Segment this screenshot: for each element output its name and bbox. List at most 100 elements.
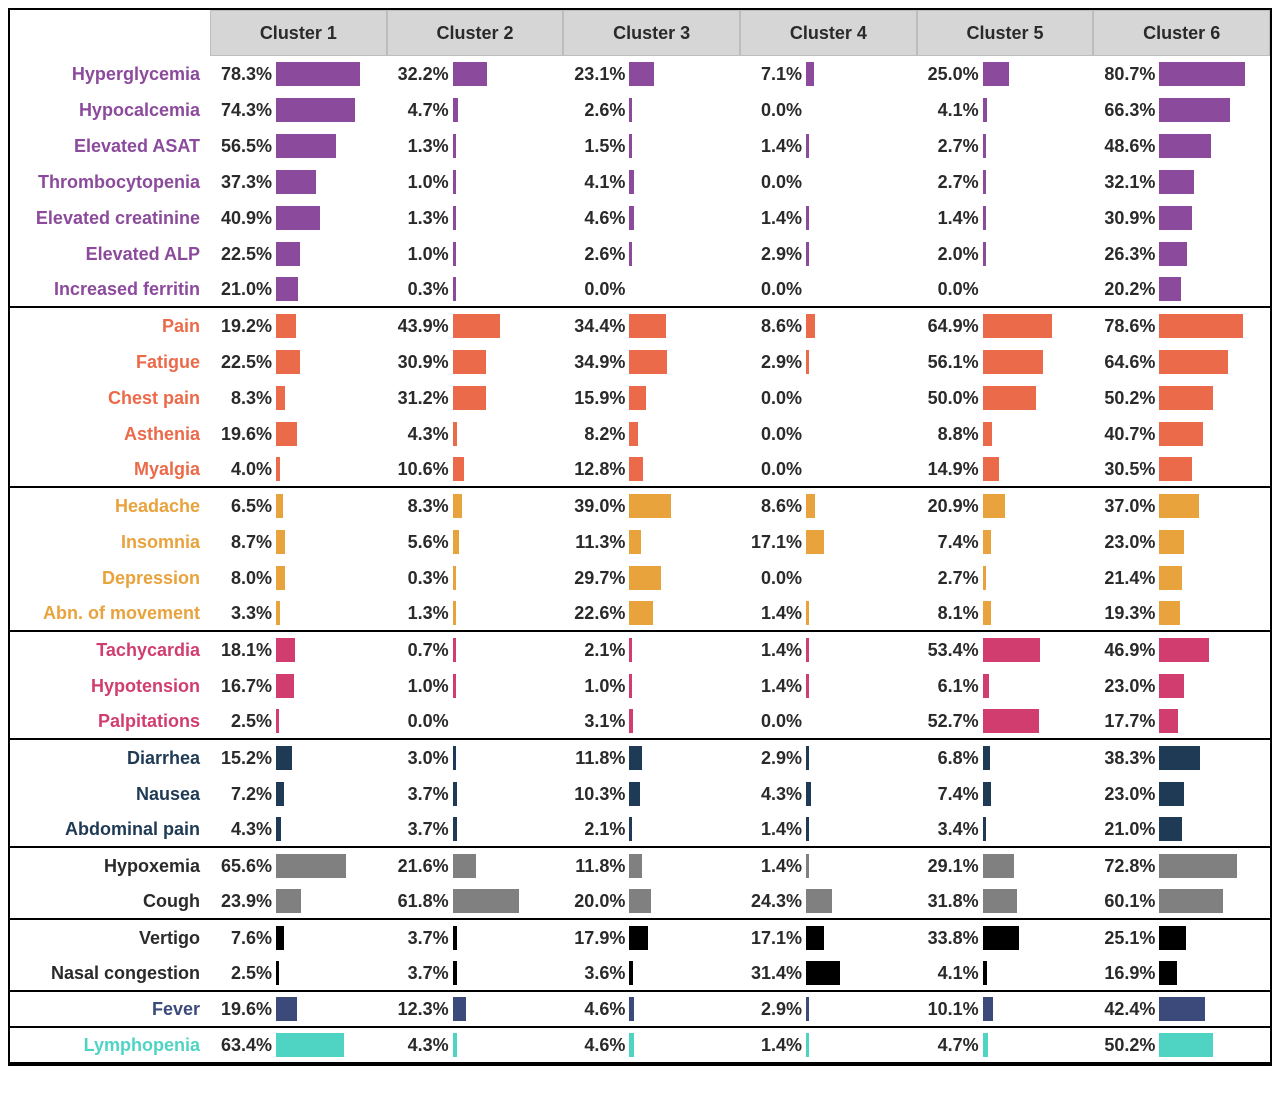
percent-value: 1.4% [744, 819, 806, 840]
bar-track [276, 242, 383, 266]
data-cell: 40.7% [1093, 416, 1270, 452]
percent-value: 18.1% [214, 640, 276, 661]
bar-fill [806, 314, 815, 338]
data-cell: 1.4% [740, 848, 917, 884]
bar-track [453, 314, 560, 338]
bar-track [806, 601, 913, 625]
data-cell: 10.3% [563, 776, 740, 812]
percent-value: 50.2% [1097, 1035, 1159, 1056]
data-cell: 15.9% [563, 380, 740, 416]
percent-value: 21.6% [391, 856, 453, 877]
percent-value: 3.1% [567, 711, 629, 732]
percent-value: 2.9% [744, 244, 806, 265]
bar-track [276, 62, 383, 86]
row-label: Insomnia [10, 532, 210, 553]
percent-value: 4.1% [921, 100, 983, 121]
data-cell: 8.6% [740, 308, 917, 344]
row-label: Abn. of movement [10, 603, 210, 624]
percent-value: 1.0% [567, 676, 629, 697]
data-cell: 1.4% [740, 128, 917, 164]
data-cell: 8.3% [210, 380, 387, 416]
bar-fill [983, 817, 987, 841]
data-cell: 4.1% [563, 164, 740, 200]
data-cell: 15.2% [210, 740, 387, 776]
bar-fill [983, 350, 1043, 374]
bar-track [453, 601, 560, 625]
data-cell: 7.2% [210, 776, 387, 812]
percent-value: 16.7% [214, 676, 276, 697]
bar-fill [1159, 817, 1181, 841]
bar-track [276, 746, 383, 770]
bar-track [806, 926, 913, 950]
bar-track [629, 62, 736, 86]
bar-fill [1159, 1033, 1213, 1057]
bar-fill [629, 638, 632, 662]
bar-fill [629, 854, 642, 878]
percent-value: 1.0% [391, 244, 453, 265]
table-row: Pain19.2%43.9%34.4%8.6%64.9%78.6% [10, 308, 1270, 344]
percent-value: 32.2% [391, 64, 453, 85]
percent-value: 56.1% [921, 352, 983, 373]
percent-value: 15.2% [214, 748, 276, 769]
bar-track [276, 674, 383, 698]
table-row: Cough23.9%61.8%20.0%24.3%31.8%60.1% [10, 884, 1270, 920]
data-cell: 6.8% [917, 740, 1094, 776]
table-row: Insomnia8.7%5.6%11.3%17.1%7.4%23.0% [10, 524, 1270, 560]
percent-value: 4.6% [567, 1035, 629, 1056]
bar-fill [453, 674, 456, 698]
data-cell: 4.0% [210, 452, 387, 486]
data-cell: 23.0% [1093, 776, 1270, 812]
row-label: Increased ferritin [10, 279, 210, 300]
data-cell: 43.9% [387, 308, 564, 344]
bar-fill [629, 350, 666, 374]
bar-track [983, 170, 1090, 194]
percent-value: 5.6% [391, 532, 453, 553]
bar-track [629, 817, 736, 841]
bar-track [1159, 206, 1266, 230]
bar-fill [453, 817, 457, 841]
data-cell: 2.9% [740, 740, 917, 776]
data-cell: 18.1% [210, 632, 387, 668]
data-cell: 2.6% [563, 236, 740, 272]
bar-track [453, 422, 560, 446]
table-row: Depression8.0%0.3%29.7%0.0%2.7%21.4% [10, 560, 1270, 596]
bar-fill [629, 997, 634, 1021]
data-cell: 1.3% [387, 596, 564, 630]
table-row: Abn. of movement3.3%1.3%22.6%1.4%8.1%19.… [10, 596, 1270, 632]
row-label: Elevated ASAT [10, 136, 210, 157]
percent-value: 21.0% [214, 279, 276, 300]
percent-value: 63.4% [214, 1035, 276, 1056]
bar-track [276, 350, 383, 374]
data-cell: 40.9% [210, 200, 387, 236]
bar-fill [453, 1033, 458, 1057]
bar-fill [629, 889, 650, 913]
table-row: Asthenia19.6%4.3%8.2%0.0%8.8%40.7% [10, 416, 1270, 452]
data-cell: 11.3% [563, 524, 740, 560]
data-cell: 0.0% [740, 380, 917, 416]
bar-track [1159, 961, 1266, 985]
bar-fill [276, 457, 280, 481]
bar-track [1159, 277, 1266, 301]
bar-fill [1159, 709, 1178, 733]
bar-fill [806, 674, 809, 698]
data-cell: 2.1% [563, 812, 740, 846]
percent-value: 2.5% [214, 963, 276, 984]
data-cell: 20.9% [917, 488, 1094, 524]
data-cell: 7.4% [917, 776, 1094, 812]
percent-value: 21.4% [1097, 568, 1159, 589]
data-cell: 32.1% [1093, 164, 1270, 200]
percent-value: 8.3% [214, 388, 276, 409]
bar-track [983, 206, 1090, 230]
data-cell: 39.0% [563, 488, 740, 524]
bar-track [983, 62, 1090, 86]
data-cell: 2.0% [917, 236, 1094, 272]
bar-track [276, 926, 383, 950]
data-cell: 4.3% [740, 776, 917, 812]
table-row: Vertigo7.6%3.7%17.9%17.1%33.8%25.1% [10, 920, 1270, 956]
percent-value: 2.9% [744, 999, 806, 1020]
bar-fill [1159, 530, 1184, 554]
bar-track [453, 277, 560, 301]
percent-value: 78.3% [214, 64, 276, 85]
row-label: Myalgia [10, 459, 210, 480]
bar-track [629, 170, 736, 194]
